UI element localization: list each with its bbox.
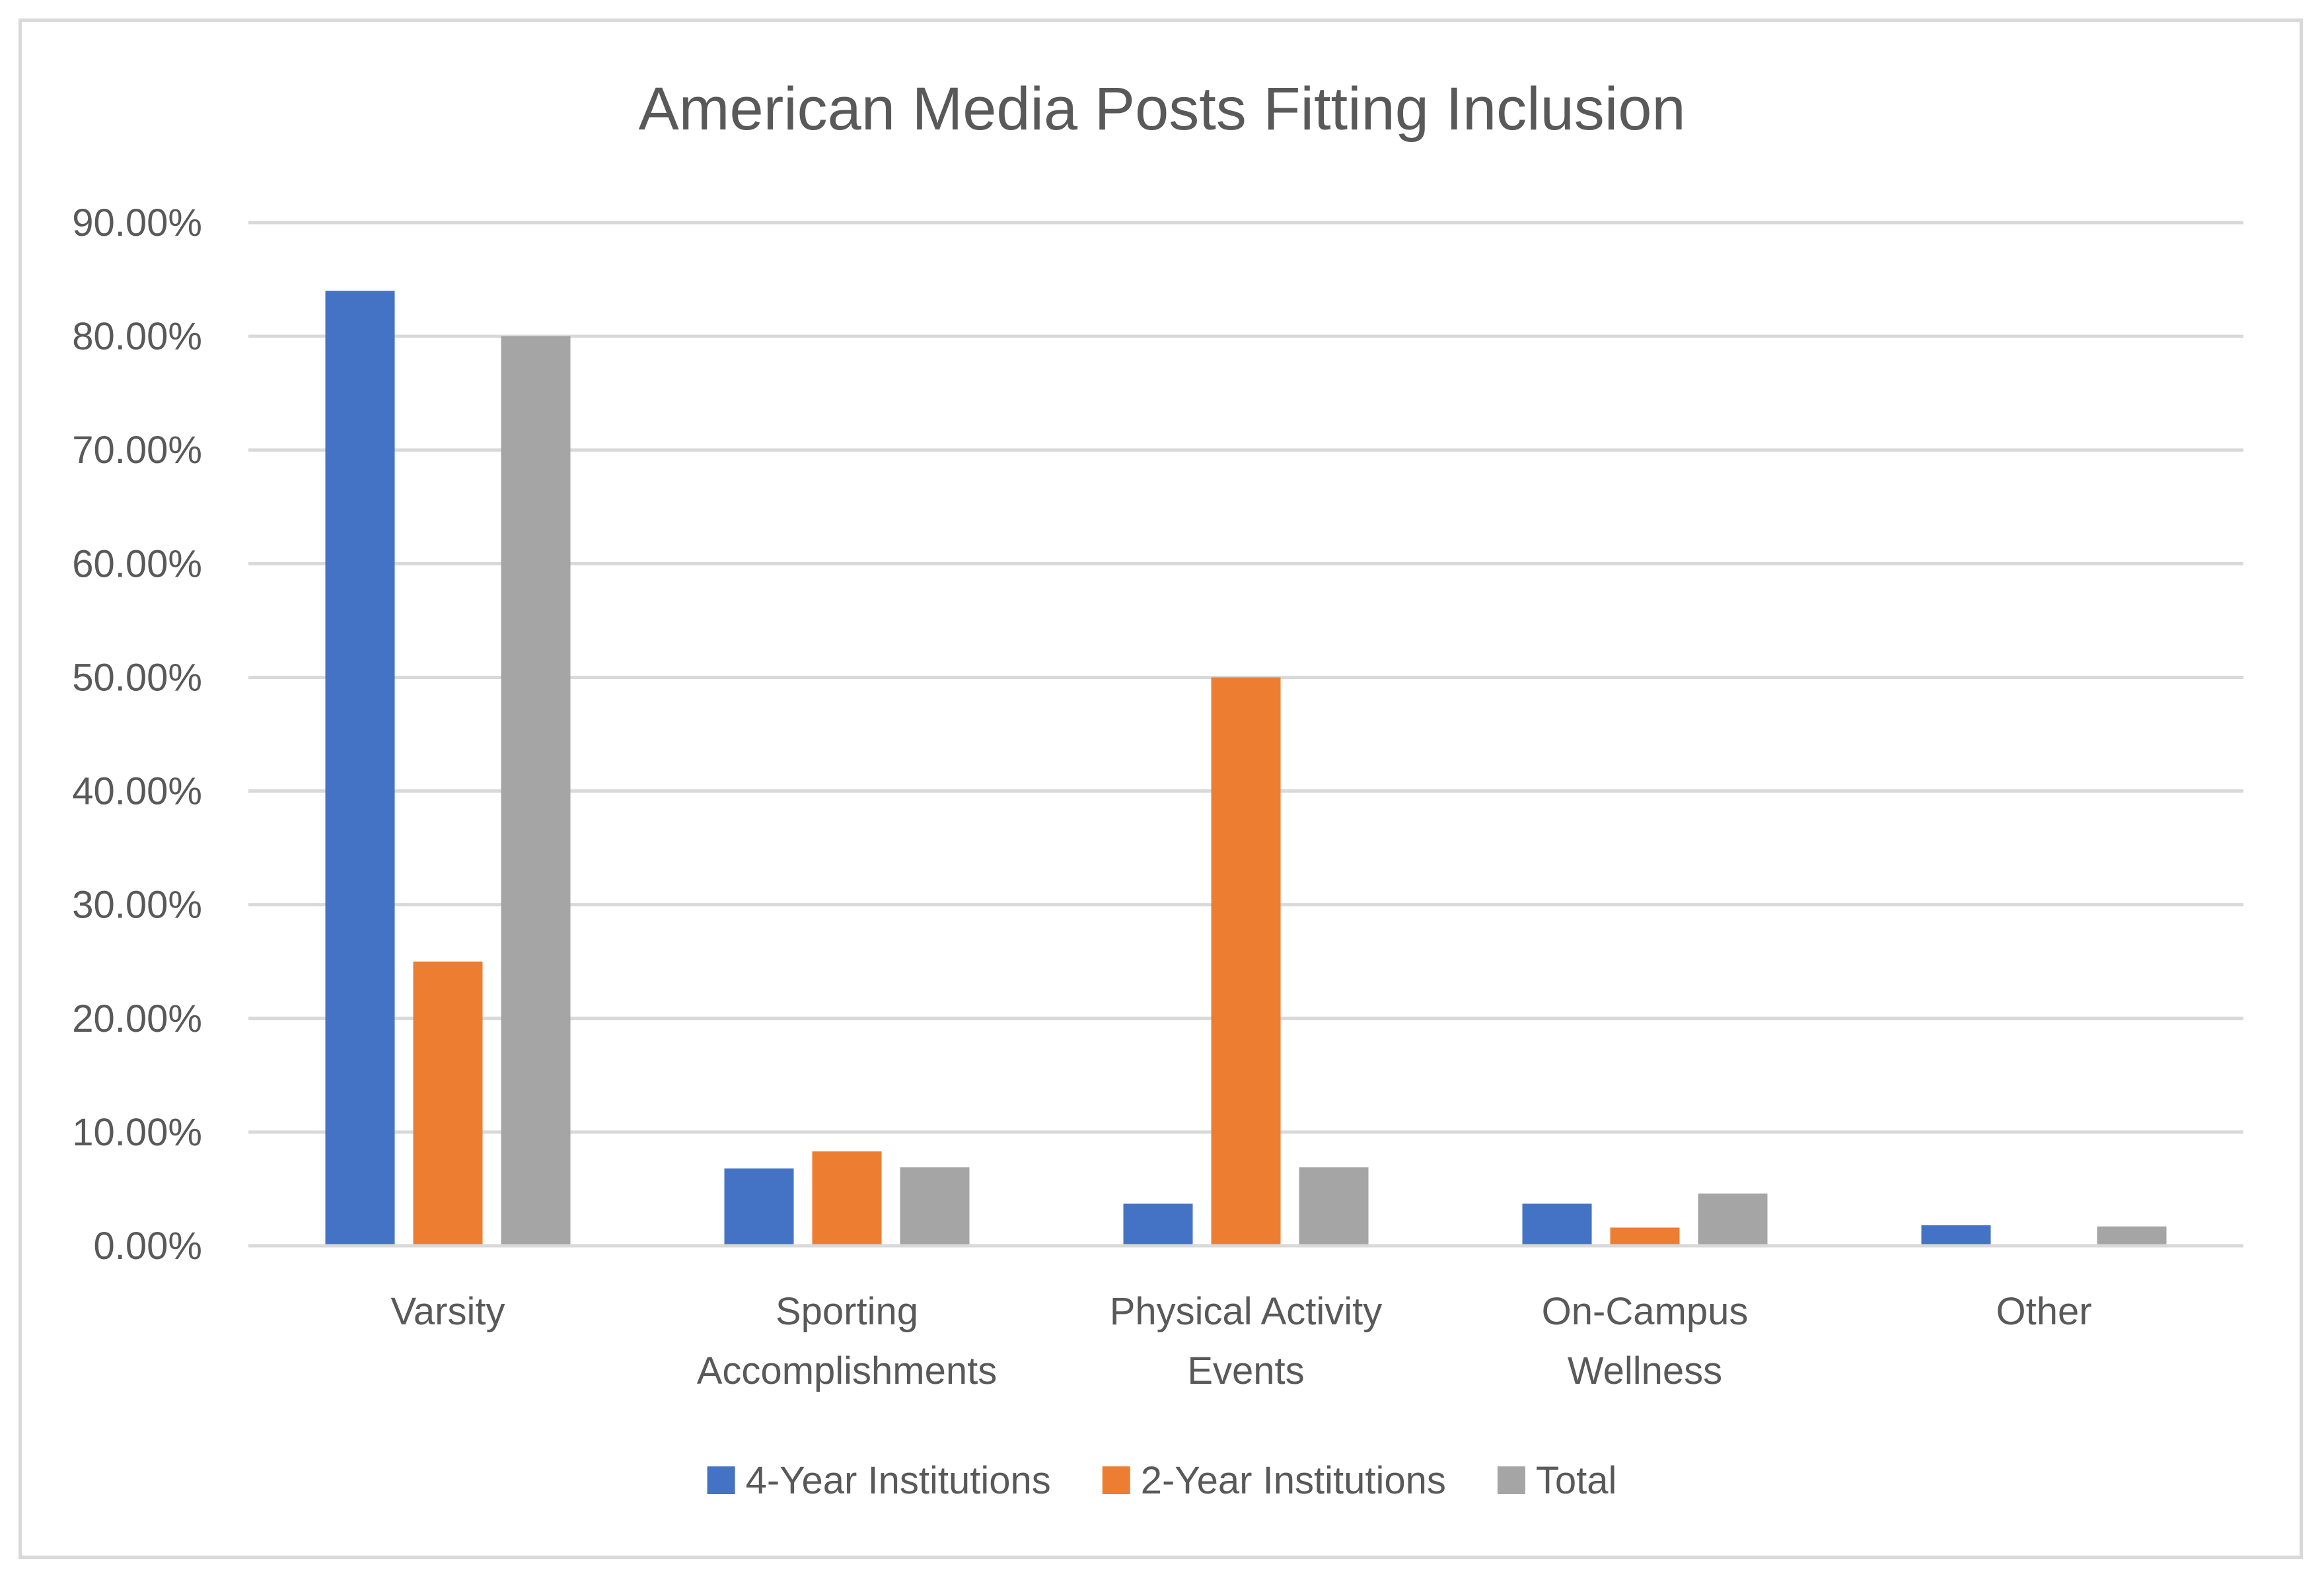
- x-category-label: Sporting: [776, 1290, 918, 1333]
- y-axis-tick-labels: 0.00% 10.00% 20.00% 30.00% 40.00% 50.00% 60.00…: [72, 201, 202, 1268]
- x-category-label: On-Campus: [1542, 1290, 1749, 1333]
- bar-total-sporting-accomplishments: [900, 1167, 970, 1246]
- legend-label: Total: [1536, 1459, 1617, 1502]
- x-category-label: Physical Activity: [1110, 1290, 1383, 1333]
- bars: [325, 291, 2167, 1246]
- x-axis-category-labels: Varsity Sporting Accomplishments Physical A…: [391, 1290, 2092, 1392]
- bar-4-year-institutions-physical-activity-events: [1123, 1203, 1193, 1246]
- y-tick-label: 50.00%: [72, 656, 202, 699]
- gridlines: [248, 221, 2243, 1134]
- x-category-label: Events: [1187, 1349, 1304, 1392]
- y-tick-label: 20.00%: [72, 997, 202, 1040]
- y-tick-label: 60.00%: [72, 542, 202, 585]
- y-tick-label: 70.00%: [72, 429, 202, 472]
- bar-total-varsity: [501, 336, 571, 1246]
- legend-item-4-year-institutions: 4-Year Institutions: [707, 1459, 1051, 1502]
- bar-4-year-institutions-other: [1921, 1225, 1991, 1246]
- bar-total-on-campus-wellness: [1698, 1193, 1768, 1246]
- chart-title: American Media Posts Fitting Inclusion: [638, 75, 1685, 143]
- bar-2-year-institutions-varsity: [413, 961, 483, 1246]
- y-tick-label: 40.00%: [72, 770, 202, 813]
- bar-2-year-institutions-physical-activity-events: [1211, 677, 1281, 1246]
- x-category-label: Accomplishments: [697, 1349, 997, 1392]
- bar-2-year-institutions-sporting-accomplishments: [812, 1151, 882, 1246]
- chart-frame: [18, 18, 2303, 1559]
- y-tick-label: 90.00%: [72, 201, 202, 244]
- legend-swatch: [707, 1466, 735, 1494]
- y-tick-label: 80.00%: [72, 315, 202, 358]
- legend-label: 4-Year Institutions: [746, 1459, 1051, 1502]
- bar-total-other: [2097, 1226, 2167, 1246]
- legend-item-2-year-institutions: 2-Year Institutions: [1102, 1459, 1446, 1502]
- x-category-label: Varsity: [391, 1290, 505, 1333]
- y-tick-label: 10.00%: [72, 1111, 202, 1154]
- y-tick-label: 0.00%: [94, 1225, 202, 1268]
- y-tick-label: 30.00%: [72, 884, 202, 927]
- bar-total-physical-activity-events: [1299, 1167, 1369, 1246]
- legend-item-total: Total: [1497, 1459, 1617, 1502]
- x-category-label: Wellness: [1568, 1349, 1722, 1392]
- legend-swatch: [1497, 1466, 1525, 1494]
- bar-2-year-institutions-on-campus-wellness: [1610, 1227, 1680, 1246]
- bar-4-year-institutions-sporting-accomplishments: [724, 1168, 794, 1246]
- x-category-label: Other: [1996, 1290, 2091, 1333]
- legend: 4-Year Institutions 2-Year Institutions To…: [707, 1459, 1617, 1502]
- bar-4-year-institutions-varsity: [325, 291, 395, 1246]
- bar-4-year-institutions-on-campus-wellness: [1522, 1203, 1592, 1246]
- legend-swatch: [1102, 1466, 1130, 1494]
- legend-label: 2-Year Institutions: [1141, 1459, 1446, 1502]
